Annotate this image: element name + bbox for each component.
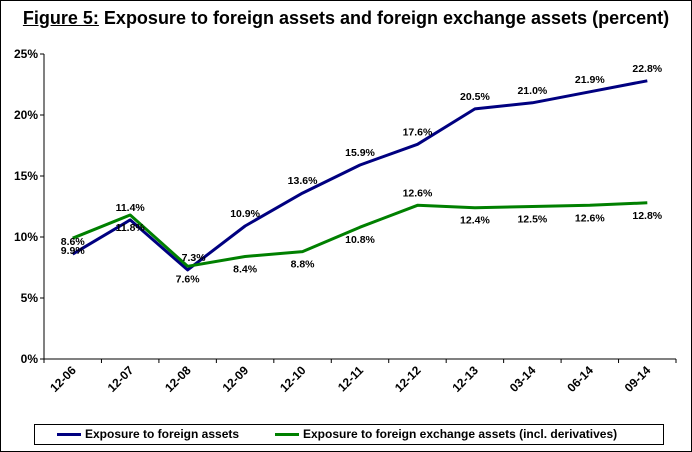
data-label: 11.4% xyxy=(116,202,146,214)
data-label: 12.4% xyxy=(460,215,490,227)
legend-swatch-fx-assets xyxy=(275,433,299,437)
data-label: 21.9% xyxy=(575,74,605,86)
chart-title: Figure 5: Exposure to foreign assets and… xyxy=(20,8,672,29)
data-label: 21.0% xyxy=(517,85,547,97)
legend-label-fx-assets: Exposure to foreign exchange assets (inc… xyxy=(303,427,618,441)
chart-title-prefix: Figure 5: xyxy=(22,8,99,28)
data-label: 7.6% xyxy=(176,273,201,285)
series-line-0 xyxy=(71,79,648,272)
data-label: 13.6% xyxy=(288,175,318,187)
data-label: 15.9% xyxy=(345,147,375,159)
x-tick-label: 12-08 xyxy=(162,363,194,395)
y-tick-label: 20% xyxy=(14,108,38,122)
x-tick-label: 12-12 xyxy=(392,363,424,395)
x-tick-label: 09-14 xyxy=(622,363,654,395)
legend-label-foreign-assets: Exposure to foreign assets xyxy=(85,427,240,441)
legend-item-foreign-assets: Exposure to foreign assets xyxy=(57,427,239,441)
data-label: 10.9% xyxy=(230,208,260,220)
data-label: 12.6% xyxy=(575,212,605,224)
x-tick-label: 12-06 xyxy=(47,363,79,395)
chart-legend: Exposure to foreign assets Exposure to f… xyxy=(34,424,664,445)
y-tick-label: 15% xyxy=(14,169,38,183)
data-label: 7.3% xyxy=(182,252,207,264)
data-label: 8.4% xyxy=(233,264,258,276)
y-tick-label: 10% xyxy=(14,230,38,244)
y-tick-label: 0% xyxy=(21,352,39,366)
data-label: 12.8% xyxy=(632,210,662,222)
x-tick-label: 12-10 xyxy=(277,363,309,395)
y-tick-label: 5% xyxy=(21,291,39,305)
data-label: 12.6% xyxy=(403,187,433,199)
x-tick-label: 03-14 xyxy=(507,363,539,395)
x-tick-label: 06-14 xyxy=(564,363,596,395)
data-label: 12.5% xyxy=(517,214,547,226)
chart-title-main: Exposure to foreign assets and foreign e… xyxy=(98,8,670,28)
legend-item-fx-assets: Exposure to foreign exchange assets (inc… xyxy=(275,427,617,441)
x-tick-label: 12-11 xyxy=(335,363,366,394)
x-tick-label: 12-09 xyxy=(220,363,252,395)
data-label: 10.8% xyxy=(345,234,375,246)
data-label: 8.8% xyxy=(291,259,316,271)
data-label: 8.6% xyxy=(61,236,86,248)
data-label: 22.8% xyxy=(632,63,662,75)
x-tick-label: 12-13 xyxy=(449,363,481,395)
data-label: 20.5% xyxy=(460,91,490,103)
data-label: 11.8% xyxy=(116,222,146,234)
legend-swatch-foreign-assets xyxy=(57,433,81,437)
data-label: 17.6% xyxy=(403,126,433,138)
x-tick-label: 12-07 xyxy=(105,363,137,395)
series-line-1 xyxy=(72,201,648,268)
data-label: 9.9% xyxy=(61,245,86,257)
y-tick-label: 25% xyxy=(14,47,38,61)
